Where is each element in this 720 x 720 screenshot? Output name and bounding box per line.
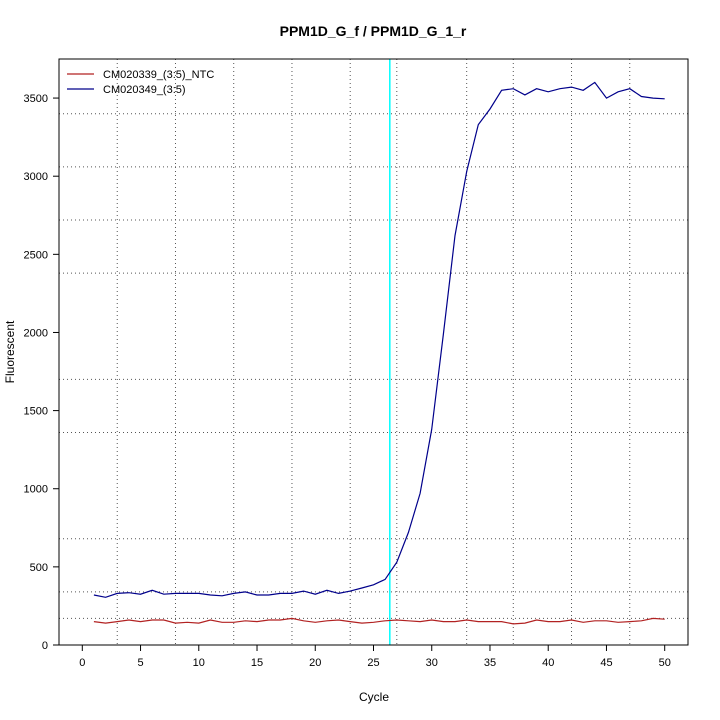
- x-tick-label: 20: [309, 657, 321, 669]
- y-tick-label: 0: [42, 640, 48, 652]
- legend: CM020339_(3:5)_NTC CM020349_(3:5): [67, 69, 214, 96]
- x-tick-label: 25: [367, 657, 379, 669]
- plot-frame: [58, 58, 689, 646]
- x-tick-label: 0: [79, 657, 85, 669]
- series-line-1: [93, 617, 665, 625]
- y-axis-label: Fluorescent: [3, 320, 17, 383]
- y-axis: 0 500 1000 1500 2000 2500 3000 3500: [24, 93, 59, 652]
- legend-label: CM020339_(3:5)_NTC: [103, 69, 214, 81]
- series-lines: [93, 81, 665, 625]
- y-tick-label: 1000: [24, 484, 48, 496]
- x-tick-label: 50: [659, 657, 671, 669]
- y-tick-label: 2500: [24, 249, 48, 261]
- y-tick-label: 1500: [24, 406, 48, 418]
- x-tick-label: 40: [542, 657, 554, 669]
- x-tick-label: 30: [426, 657, 438, 669]
- x-tick-label: 45: [600, 657, 612, 669]
- x-tick-label: 35: [484, 657, 496, 669]
- series-line-2: [93, 81, 665, 598]
- y-tick-label: 2000: [24, 327, 48, 339]
- x-axis-label: Cycle: [359, 690, 389, 704]
- x-tick-label: 15: [251, 657, 263, 669]
- y-tick-label: 500: [30, 562, 48, 574]
- grid: [59, 59, 688, 646]
- y-tick-label: 3500: [24, 93, 48, 105]
- y-tick-label: 3000: [24, 171, 48, 183]
- x-tick-label: 10: [193, 657, 205, 669]
- x-axis: 0 5 10 15 20 25 30 35 40 45 50: [79, 645, 671, 669]
- chart-title: PPM1D_G_f / PPM1D_G_1_r: [280, 23, 467, 39]
- legend-label: CM020349_(3:5): [103, 84, 186, 96]
- x-tick-label: 5: [137, 657, 143, 669]
